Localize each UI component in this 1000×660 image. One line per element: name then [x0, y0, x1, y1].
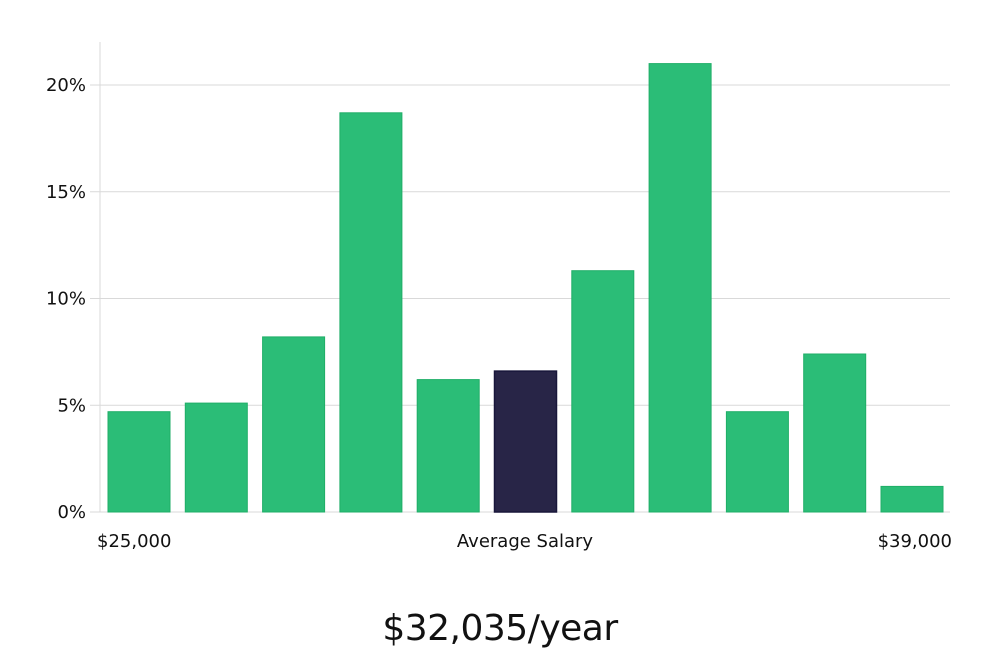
x-range-max-label: $39,000 — [878, 531, 952, 552]
y-tick-label: 10% — [46, 289, 86, 310]
x-range-min-label: $25,000 — [97, 531, 171, 552]
y-tick-label: 15% — [46, 182, 86, 203]
bar-highlighted — [493, 370, 558, 513]
bar — [107, 411, 171, 513]
bar — [725, 411, 789, 513]
bar — [803, 353, 867, 513]
bar — [339, 112, 403, 513]
bar — [880, 485, 944, 513]
salary-histogram: 0% 5% 10% 15% 20% $25,000 Average Salary $39… — [46, 42, 952, 552]
bar — [184, 402, 248, 513]
x-axis-label: Average Salary — [457, 531, 594, 552]
y-tick-label: 0% — [57, 502, 86, 523]
y-tick-label: 5% — [57, 395, 86, 416]
bar — [571, 270, 635, 513]
average-salary-value: $32,035/year — [382, 608, 618, 649]
y-axis-ticks: 0% 5% 10% 15% 20% — [46, 75, 86, 523]
bars — [107, 63, 944, 513]
bar — [648, 63, 712, 513]
bar — [416, 379, 480, 513]
y-tick-label: 20% — [46, 75, 86, 96]
bar — [262, 336, 326, 513]
